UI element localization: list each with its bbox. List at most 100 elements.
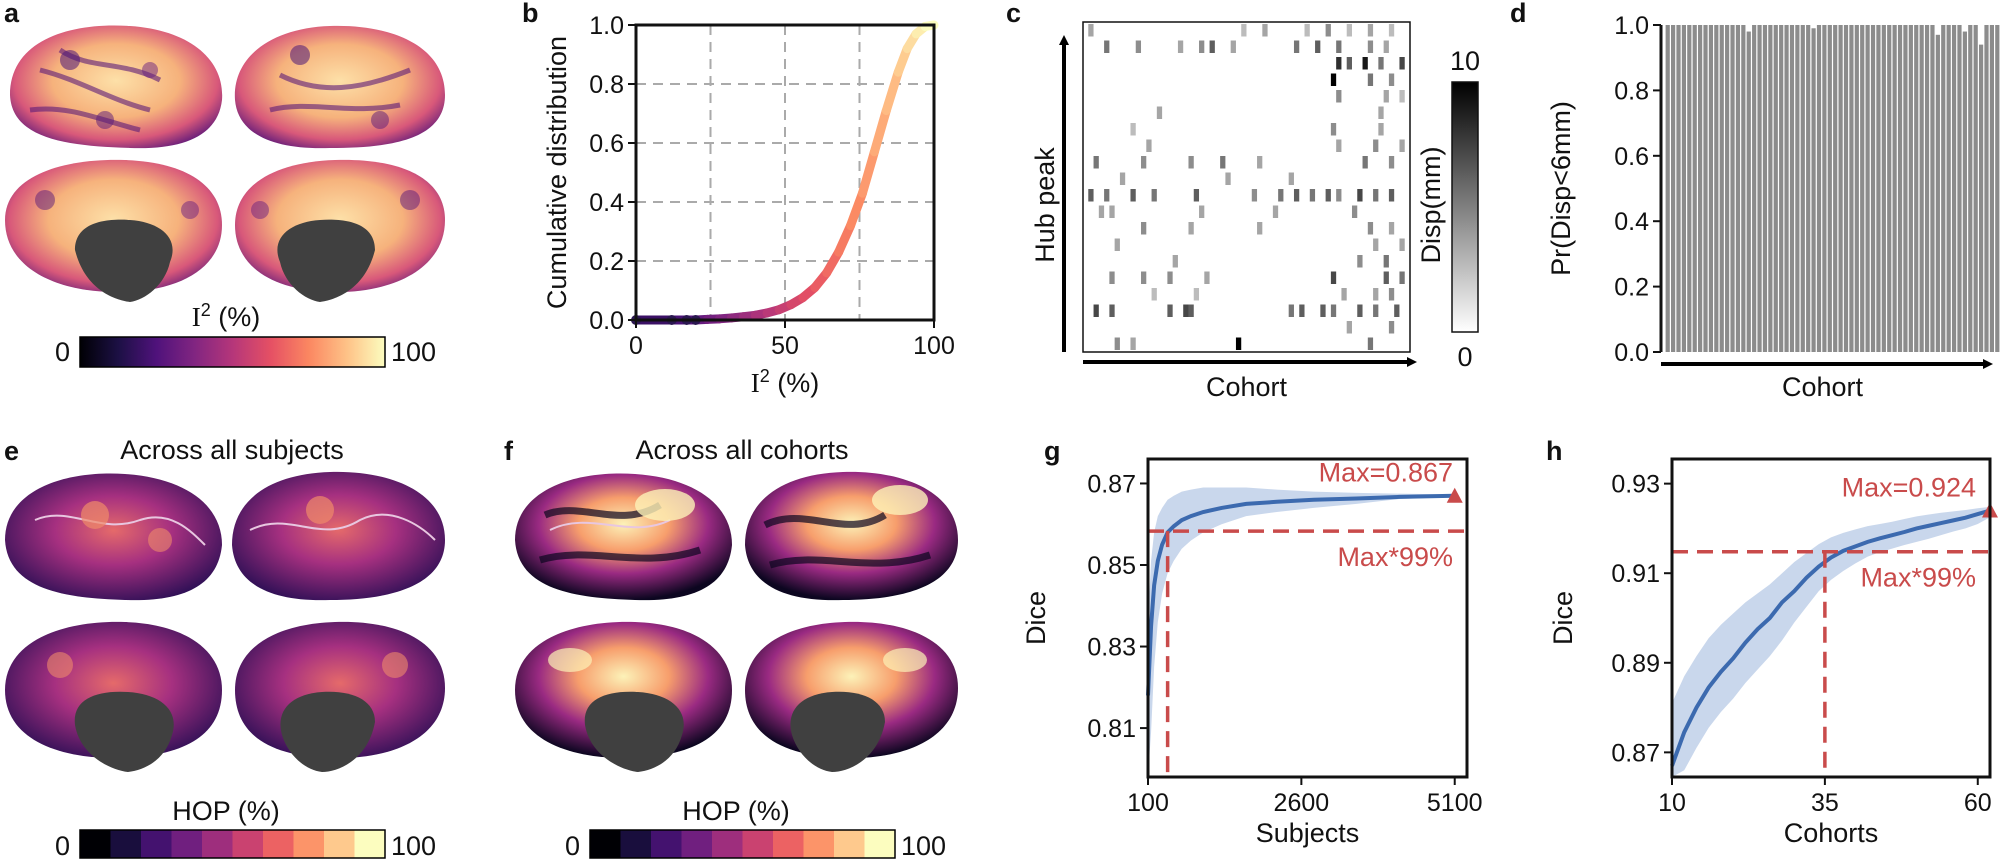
bar <box>1714 25 1719 352</box>
threshold-label: Max*99% <box>1337 542 1453 572</box>
colorbar-segment <box>620 830 652 858</box>
x-tick-label: 35 <box>1811 789 1839 817</box>
y-tick-label: 0.2 <box>1614 274 1649 302</box>
heatmap-cell <box>1336 40 1342 53</box>
x-tick-label: 0 <box>629 332 643 360</box>
heatmap-cell <box>1193 288 1200 301</box>
heatmap-cell <box>1383 40 1389 53</box>
heatmap-cell <box>1399 238 1405 251</box>
heatmap-cell <box>1172 255 1178 268</box>
colorbar-segment <box>324 830 355 858</box>
bar <box>1681 25 1687 352</box>
heatmap-cell <box>1109 271 1115 284</box>
heatmap-cell <box>1119 172 1126 185</box>
x-axis-label: Cohorts <box>1784 818 1879 848</box>
medial-wall-a-right <box>277 219 375 302</box>
colorbar-segment <box>141 830 172 858</box>
bar <box>1838 25 1843 352</box>
colorbar-f <box>589 829 896 859</box>
heatmap-cell <box>1257 156 1263 169</box>
colorbar-segment <box>354 830 386 858</box>
chart-d: 0.0 0.2 0.4 0.6 0.8 1.0 Cohort Pr(Disp<6mm) <box>1546 12 2000 402</box>
medial-wall-a-left <box>75 219 173 302</box>
heatmap-cell <box>1199 40 1205 53</box>
heatmap-cell <box>1315 40 1321 53</box>
bar <box>1773 25 1778 352</box>
heatmap-cell <box>1388 321 1395 334</box>
heatmap-cell <box>1367 24 1374 37</box>
heatmap-cell <box>1177 40 1184 53</box>
bar <box>1924 25 1930 352</box>
y-tick-label: 1.0 <box>1614 12 1649 40</box>
heatmap-cell <box>1135 40 1142 53</box>
colorbar-segment <box>803 830 835 858</box>
bar <box>1752 25 1757 352</box>
heatmap-cell <box>1388 73 1395 86</box>
heatmap-cell <box>1204 271 1210 284</box>
y-tick-label: 0.2 <box>589 248 624 276</box>
x-tick-label: 10 <box>1658 789 1686 817</box>
heatmap-cell <box>1183 304 1189 317</box>
cbar-a-title: I2 (%) <box>192 300 261 332</box>
max-marker <box>1446 487 1463 503</box>
heatmap-cell <box>1373 304 1379 317</box>
heatmap-cell <box>1088 189 1094 202</box>
heatmap-cell <box>1104 189 1110 202</box>
bar <box>1833 25 1838 352</box>
bar <box>1687 25 1692 352</box>
colorbar-segment <box>293 830 325 858</box>
heatmap-cell <box>1357 304 1363 317</box>
y-tick-label: 0.8 <box>589 71 624 99</box>
heatmap-cell <box>1399 90 1405 103</box>
heatmap-cell <box>1351 205 1358 218</box>
heatmap-cell <box>1373 238 1379 251</box>
panel-e-title: Across all subjects <box>120 435 344 465</box>
heatmap-cell <box>1388 288 1395 301</box>
bar <box>1892 25 1897 352</box>
heatmap-cell <box>1109 205 1115 218</box>
colorbar-segment <box>681 830 713 858</box>
bar <box>1887 25 1892 352</box>
cbar-f-max: 100 <box>901 831 946 860</box>
heatmap-cell <box>1167 271 1173 284</box>
heatmap-cell <box>1399 271 1405 284</box>
cdf-segment <box>869 106 891 157</box>
heatmap-cell <box>1114 337 1120 350</box>
colorbar-a <box>79 336 386 368</box>
heatmap-cell <box>1141 271 1147 284</box>
brain-e-medial-left <box>5 621 222 772</box>
brain-a-medial-right <box>235 159 445 302</box>
max-label: Max=0.924 <box>1842 473 1976 503</box>
bar <box>1930 25 1935 352</box>
colorbar-segment <box>80 830 111 858</box>
bar <box>1919 25 1924 352</box>
bar <box>1876 25 1881 352</box>
x-axis-label: Cohort <box>1206 372 1288 402</box>
colorbar-segment <box>773 830 804 858</box>
heatmap-cell <box>1399 57 1405 70</box>
x-tick-label: 2600 <box>1274 789 1330 817</box>
cbar-a-min: 0 <box>55 337 70 367</box>
mean-line <box>1146 493 1455 696</box>
bar <box>1741 25 1746 352</box>
bar <box>1870 25 1876 352</box>
heatmap-cell <box>1230 40 1236 53</box>
heatmap-cell <box>1367 222 1374 235</box>
cbar-e-min: 0 <box>55 831 70 860</box>
heatmap-cell <box>1320 304 1326 317</box>
heatmap-cell <box>1357 255 1363 268</box>
cbar-e-max: 100 <box>391 831 436 860</box>
colorbar-segment <box>712 830 743 858</box>
bar <box>1849 25 1854 352</box>
y-tick-label: 0.8 <box>1614 77 1649 105</box>
brain-e-lateral-right <box>232 471 445 601</box>
heatmap-cell <box>1325 189 1331 202</box>
heatmap-cell <box>1336 90 1342 103</box>
threshold-label: Max*99% <box>1860 563 1976 593</box>
heatmap-cell <box>1251 189 1258 202</box>
brain-f-lateral-right <box>745 471 958 601</box>
y-axis-label: Dice <box>1021 591 1051 645</box>
heatmap-cell <box>1362 156 1368 169</box>
y-axis-label: Pr(Disp<6mm) <box>1546 101 1576 276</box>
heatmap-cell <box>1130 189 1136 202</box>
